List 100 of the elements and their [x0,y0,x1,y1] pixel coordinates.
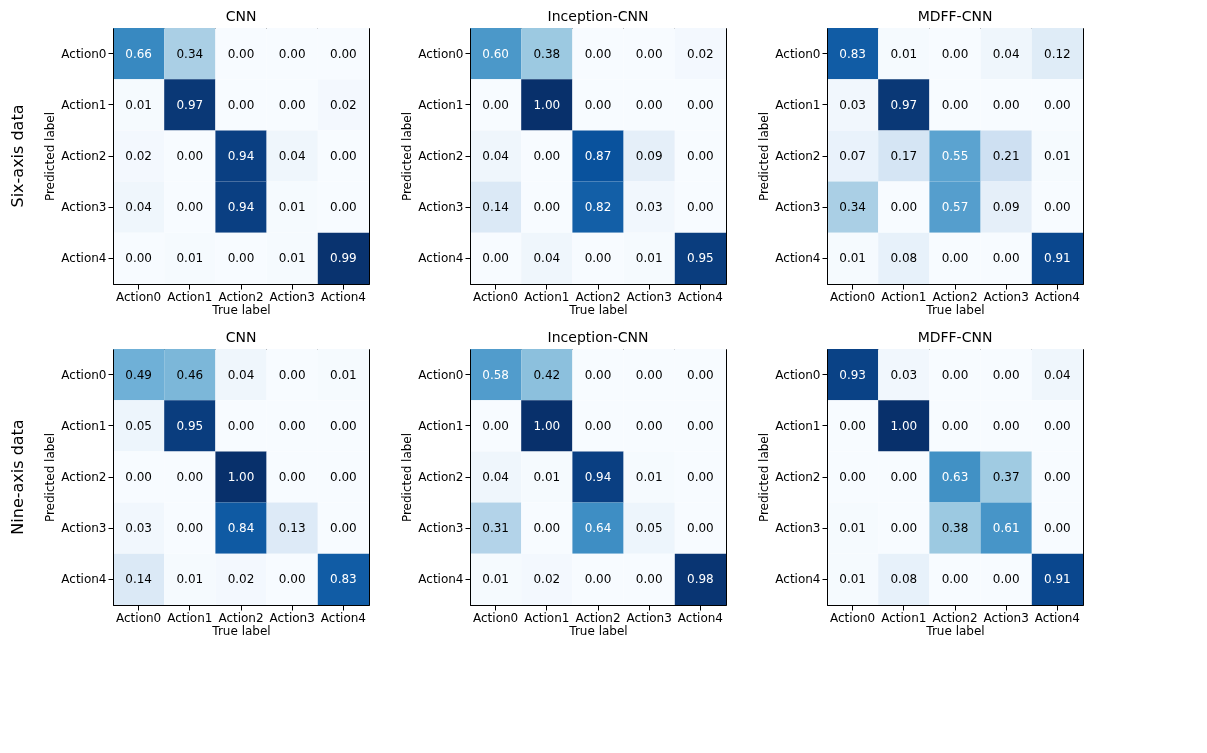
y-tick-label: Action0 [775,367,821,382]
data-label: 0.00 [687,200,714,215]
data-label: 0.00 [176,470,204,484]
text: Nine-axis data [8,419,27,535]
data-label: 0.05 [125,418,152,433]
data-label: 0.00 [890,200,918,215]
data-label: 0.99 [330,251,357,266]
data-label: 0.00 [278,418,306,433]
data-label: 0.00 [227,418,255,433]
data-label: 0.57 [941,200,969,215]
data-label: 0.17 [890,149,918,163]
x-tick-label: Action4 [677,610,724,625]
data-label: 0.00 [278,367,306,382]
data-label: 0.63 [941,470,969,484]
x-tick-label: Action0 [472,610,519,625]
data-label: 0.04 [1044,367,1071,382]
data-label: 0.00 [839,470,866,484]
data-label: 0.00 [330,470,357,484]
data-label: 0.00 [482,97,509,112]
data-label: 0.00 [584,46,612,61]
data-label: 0.03 [635,200,663,215]
data-label: 0.00 [941,97,969,112]
data-label: 0.09 [992,200,1020,215]
x-tick-label: Action0 [115,610,162,625]
data-label: 0.13 [278,521,306,536]
data-label: 0.00 [941,251,969,266]
data-label: 0.00 [278,470,306,484]
data-label: 0.00 [687,470,714,484]
data-label: 0.01 [533,470,561,484]
x-axis-title: True label [211,302,271,317]
x-tick-label: Action4 [320,289,367,304]
y-tick-label: Action0 [775,46,821,61]
x-tick-label: Action1 [524,289,570,304]
x-axis-title: True label [925,302,985,317]
data-label: 0.00 [227,251,255,266]
data-label: 0.91 [1044,572,1071,587]
y-tick-label: Action3 [418,521,464,536]
data-label: 0.00 [176,521,204,536]
data-label: 0.00 [533,521,561,536]
chart-title: MDFF-CNN [917,329,993,345]
data-label: 0.12 [1044,46,1071,61]
data-label: 0.00 [941,46,969,61]
x-tick-label: Action3 [626,289,672,304]
data-label: 0.01 [176,572,204,587]
data-label: 0.61 [992,521,1020,536]
y-tick-label: Action4 [775,251,821,266]
data-label: 0.84 [227,521,255,536]
x-tick-label: Action2 [575,289,621,304]
data-label: 0.05 [635,521,663,536]
data-label: 0.00 [584,367,612,382]
data-label: 0.01 [839,251,866,266]
data-label: 0.94 [584,470,612,484]
data-label: 0.00 [584,572,612,587]
x-tick-label: Action0 [829,289,876,304]
data-label: 0.66 [125,46,152,61]
data-label: 0.04 [482,149,509,163]
data-label: 0.00 [635,367,663,382]
data-label: 0.00 [635,572,663,587]
chart-title: Inception-CNN [547,329,649,345]
y-tick-label: Action1 [418,418,464,433]
data-label: 0.00 [635,46,663,61]
data-label: 1.00 [533,418,561,433]
data-label: 0.01 [278,200,306,215]
y-tick-label: Action0 [61,367,107,382]
data-label: 1.00 [890,418,918,433]
chart-title: CNN [225,8,257,24]
data-label: 0.98 [687,572,714,587]
x-tick-label: Action1 [881,289,927,304]
data-label: 0.00 [1044,200,1071,215]
data-label: 0.00 [125,470,152,484]
x-tick-label: Action3 [626,610,672,625]
x-tick-label: Action4 [1034,610,1081,625]
data-label: 0.00 [227,97,255,112]
data-label: 0.00 [687,149,714,163]
y-tick-label: Action4 [61,572,107,587]
data-label: 0.55 [941,149,969,163]
x-tick-label: Action3 [983,289,1029,304]
data-label: 0.00 [330,418,357,433]
data-label: 0.00 [330,46,357,61]
data-label: 0.87 [584,149,612,163]
y-tick-label: Action2 [418,470,464,484]
y-tick-label: Action0 [61,46,107,61]
y-tick-label: Action2 [61,149,107,163]
data-label: 0.34 [839,200,866,215]
data-label: 0.93 [839,367,866,382]
data-label: 0.14 [482,200,509,215]
data-label: 0.00 [992,97,1020,112]
data-label: 0.08 [890,251,918,266]
data-label: 0.00 [176,149,204,163]
y-tick-label: Action2 [418,149,464,163]
data-label: 0.49 [125,367,152,382]
y-tick-label: Action4 [418,251,464,266]
y-tick-label: Action3 [775,200,821,215]
x-tick-label: Action0 [829,610,876,625]
data-label: 0.01 [278,251,306,266]
y-axis-title: Predicted label [43,111,58,202]
data-label: 0.00 [941,367,969,382]
y-tick-label: Action1 [418,97,464,112]
chart-title: MDFF-CNN [917,8,993,24]
y-axis-title: Predicted label [757,111,772,202]
